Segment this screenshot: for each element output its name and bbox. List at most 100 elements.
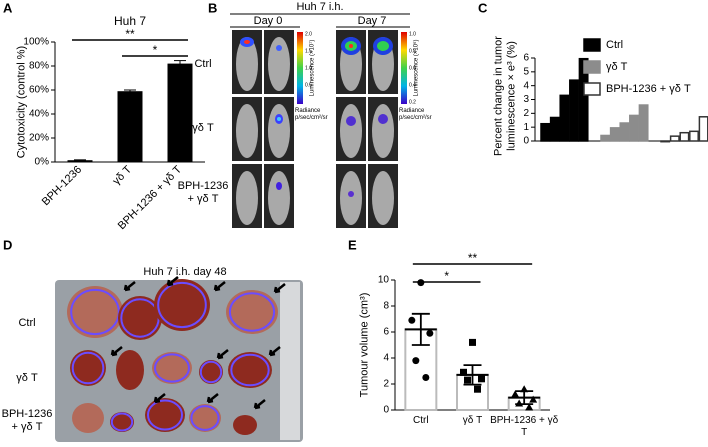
signal <box>346 116 356 126</box>
panel-label: E <box>348 237 357 252</box>
mouse <box>268 37 290 91</box>
y-tick-label: 2 <box>383 379 389 390</box>
error-bar <box>174 60 186 68</box>
tumor <box>199 360 223 384</box>
row-label: γδ T <box>16 372 38 384</box>
data-point <box>474 385 481 393</box>
bar <box>67 160 93 162</box>
bar <box>540 122 551 142</box>
significance-label: ** <box>125 27 135 41</box>
arrow <box>213 281 226 292</box>
panel-label: A <box>3 0 13 15</box>
colorbar-tick: 2.0 <box>305 31 312 37</box>
tumor-outline <box>71 351 105 385</box>
y-axis-label: Cytotoxicity (control %) <box>15 45 28 159</box>
legend-label: Ctrl <box>606 39 623 51</box>
data-point <box>469 338 476 346</box>
signal <box>277 117 281 121</box>
unit-label: Radiance p/sec/cm²/sr <box>295 108 328 121</box>
legend-label: BPH-1236 + γδ T <box>606 83 691 95</box>
panel-label: C <box>478 0 488 15</box>
bar <box>578 57 589 142</box>
y-tick-label: 6 <box>383 327 389 338</box>
data-point <box>464 376 471 384</box>
error-bar <box>74 159 86 162</box>
tumor-outline <box>230 353 270 387</box>
y-tick-label: 5 <box>523 66 529 77</box>
tumor <box>118 296 162 340</box>
bar <box>609 127 620 142</box>
row-label: Ctrl <box>18 317 36 329</box>
tumor <box>116 350 144 390</box>
tumor <box>233 415 257 435</box>
tumor <box>154 279 210 331</box>
bar <box>629 114 639 142</box>
arrow <box>206 393 219 404</box>
colorbar-tick: 0.5 <box>305 82 312 88</box>
data-point <box>515 399 524 407</box>
mouse <box>236 37 258 91</box>
colorbar-tick: 0.8 <box>409 48 416 54</box>
tumor <box>145 398 185 432</box>
y-tick-label: 20% <box>29 133 49 144</box>
bar <box>559 94 570 142</box>
tumor-outline <box>110 412 134 432</box>
y-tick-label: 40% <box>29 109 49 120</box>
legend-swatch <box>583 38 601 52</box>
bar <box>619 122 630 142</box>
mouse <box>236 104 258 158</box>
arrow <box>273 283 286 294</box>
y-tick-label: 1 <box>523 122 529 133</box>
panel-label: B <box>208 0 217 15</box>
data-point <box>460 368 467 376</box>
tumor-outline <box>154 353 190 383</box>
x-tick-label: Ctrl <box>413 415 429 426</box>
photo-title: Huh 7 i.h. day 48 <box>143 266 226 278</box>
y-tick-label: 4 <box>383 353 389 364</box>
tumor-outline <box>70 288 120 336</box>
x-tick-label: BPH-1236 <box>40 164 84 208</box>
signal <box>348 191 354 197</box>
mouse <box>268 104 290 158</box>
data-point <box>422 374 430 381</box>
tumor <box>226 290 278 334</box>
tumor <box>67 286 123 338</box>
tumor-outline <box>190 405 220 431</box>
y-tick-label: 0% <box>35 157 50 168</box>
x-tick-label: γδ T <box>111 163 135 187</box>
colorbar <box>297 32 303 104</box>
mouse <box>372 171 394 225</box>
bar <box>660 140 671 143</box>
data-point <box>426 329 434 337</box>
signal <box>276 45 282 51</box>
tumor <box>152 352 192 384</box>
significance-label: * <box>153 43 158 57</box>
arrow <box>123 281 136 292</box>
data-point <box>408 316 416 324</box>
colorbar-tick: 1.0 <box>305 65 312 71</box>
legend-swatch <box>583 60 601 74</box>
y-tick-label: 60% <box>29 85 49 96</box>
bar <box>638 104 649 142</box>
mouse <box>268 171 290 225</box>
y-tick-label: 100% <box>23 37 49 48</box>
signal <box>276 182 282 190</box>
data-point <box>412 357 420 365</box>
y-tick-label: 8 <box>383 301 389 312</box>
bar <box>698 116 708 142</box>
row-label: γδ T <box>192 122 214 134</box>
mouse <box>372 104 394 158</box>
y-tick-label: 0 <box>523 136 529 147</box>
arrow <box>153 393 166 404</box>
data-point <box>525 403 534 411</box>
colorbar-label: Luminescence (×10⁶) <box>413 39 420 97</box>
bar <box>404 328 438 411</box>
data-point <box>529 395 538 403</box>
tumor <box>72 403 104 433</box>
tumor-outline <box>228 292 276 332</box>
data-point <box>511 390 520 398</box>
row-label: BPH-1236 + γδ T <box>1 408 53 433</box>
arrow <box>110 346 123 357</box>
